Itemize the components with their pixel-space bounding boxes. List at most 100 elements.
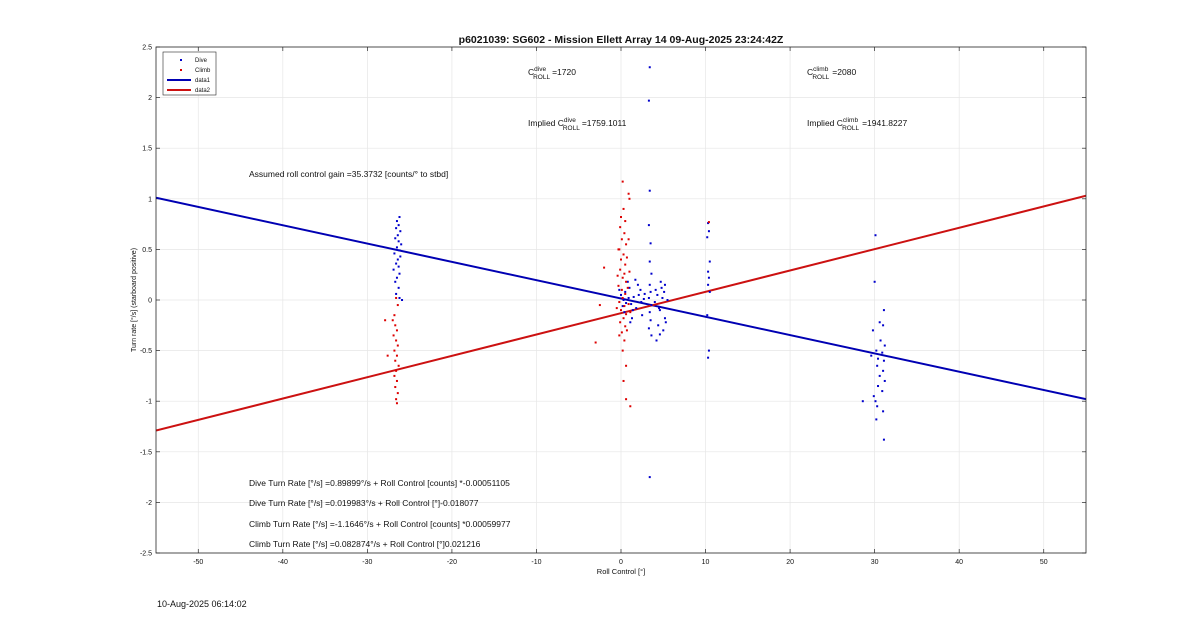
equation-3: Climb Turn Rate [°/s] =-1.1646°/s + Roll… [249,519,511,529]
legend-label: Climb [195,68,211,74]
dive-point [882,324,885,327]
x-tick-label: -40 [278,559,288,566]
dive-point [395,276,398,279]
climb-point [603,266,606,269]
x-tick-label: -30 [362,559,372,566]
climb-point [625,364,628,367]
dive-point [883,379,886,382]
dive-point [623,311,626,314]
climb-point [627,303,630,306]
dive-point [647,327,650,330]
legend: Dive Climb data1 data2 [162,51,217,96]
x-tick-label: 0 [619,559,623,566]
dive-point [626,280,629,283]
x-tick-label: 20 [786,559,794,566]
dive-point [707,230,710,233]
dive-point [648,311,651,314]
dive-point [656,293,659,296]
dive-point [658,333,661,336]
climb-point [620,288,623,291]
dive-point [397,240,400,243]
dive-point [392,268,395,271]
dive-point [666,299,669,301]
climb-point [615,307,618,310]
climb-point [617,284,620,287]
dive-point [861,400,864,403]
climb-point [628,270,631,273]
climb-point [622,253,625,256]
climb-point [624,325,627,328]
climb-point [393,374,396,377]
climb-point [628,197,631,200]
climb-point [618,301,621,304]
climb-point [622,207,625,210]
climb-point [395,329,398,332]
climb-point [621,180,624,183]
climb-point [624,220,627,223]
dive-point [881,351,884,354]
dive-point [650,304,653,307]
climb-point [619,321,622,324]
y-tick-label: 1.5 [142,146,152,153]
climb-point [620,238,623,241]
x-axis-label: Roll Control [°] [597,567,645,576]
x-tick-label: 40 [955,559,963,566]
dive-point [879,339,882,342]
climb-point [621,276,624,279]
climb-point [396,392,399,395]
climb-point [619,226,622,229]
climb-point [396,304,399,307]
y-tick-label: -1 [146,399,152,406]
dive-point [649,242,652,245]
climb-point [620,216,622,219]
dive-point [396,258,399,261]
dive-point [876,405,879,408]
x-tick-label: 30 [871,559,879,566]
climb-point [393,314,396,317]
climb-point [393,349,396,352]
y-tick-label: 2 [148,95,152,102]
climb-point [622,317,625,320]
dive-point [661,296,664,299]
climb-point [625,243,628,246]
dive-point [632,295,635,298]
c-roll-dive: Cdive ROLL=1720 [528,66,576,81]
dive-point [648,189,651,192]
dive-point [659,280,662,283]
legend-marker-climb [180,69,182,71]
dive-point [635,307,638,310]
climb-point [620,258,622,261]
climb-point [386,354,389,357]
dive-point [658,309,661,312]
roll-gain-note: Assumed roll control gain =35.3732 [coun… [249,169,448,179]
dive-point [882,369,885,372]
climb-point [384,319,387,322]
dive-point [658,307,661,310]
dive-point [663,290,666,293]
climb-point [707,221,710,224]
dive-point [397,224,400,227]
dive-point [877,385,880,388]
chart-title: p6021039: SG602 - Mission Ellett Array 1… [459,34,784,46]
climb-point [624,263,627,266]
dive-point [708,260,711,263]
y-tick-label: 0.5 [142,247,152,254]
dive-point [642,297,645,300]
climb-point [395,369,398,372]
dive-point [655,339,658,342]
climb-point [623,339,626,342]
c-roll-climb: Cclimb ROLL=2080 [807,66,856,81]
climb-point [620,331,623,334]
scatter-points [384,66,886,479]
dive-point [647,296,650,299]
dive-point [878,321,881,324]
climb-point [627,238,630,241]
implied-c-roll-dive: Implied Cdive ROLL=1759.1011 [528,117,627,132]
dive-point [882,438,885,441]
dive-point [878,374,881,377]
dive-point [620,293,622,296]
x-tick-label: 50 [1040,559,1048,566]
dive-point [628,286,631,289]
climb-point [620,309,622,312]
